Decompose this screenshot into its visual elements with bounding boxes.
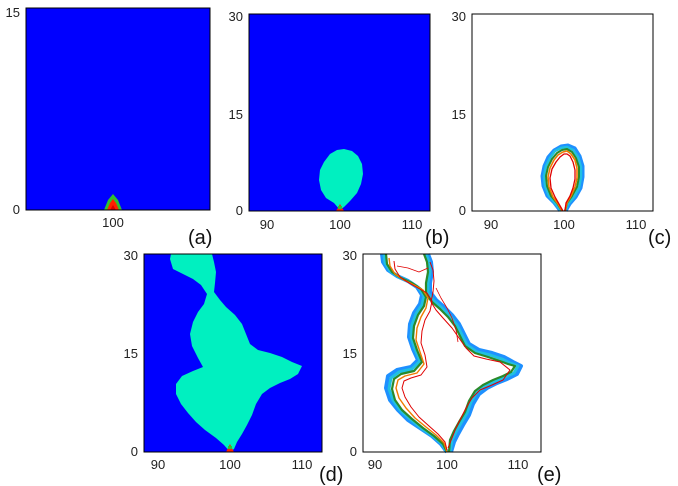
- panel-a-ytick: 0: [13, 202, 20, 217]
- panel-a-field: [26, 8, 210, 210]
- panel-b-frame: [248, 13, 431, 212]
- panel-c-ytick: 15: [452, 107, 466, 122]
- panel-c-ytick: 30: [452, 9, 466, 24]
- panel-d-xtick: 90: [151, 457, 165, 472]
- panel-b-xtick: 90: [260, 217, 274, 232]
- contour-line: [547, 150, 578, 212]
- panel-d-ytick: 15: [124, 346, 138, 361]
- panel-c-contours: [540, 143, 585, 212]
- seed-halo: [228, 446, 232, 449]
- panel-d-xtick: 100: [219, 457, 241, 472]
- panel-d-xtick: 110: [292, 457, 313, 472]
- contour-line: [393, 260, 448, 451]
- panel-b-label: (b): [425, 227, 449, 249]
- panel-c-xtick: 100: [553, 217, 575, 232]
- contour-line: [542, 145, 583, 212]
- panel-a-label: (a): [188, 227, 212, 249]
- panel-e-ytick: 0: [350, 444, 357, 459]
- panel-a-seed: [104, 194, 122, 210]
- panel-e-xtick: 90: [368, 457, 382, 472]
- panel-d-ytick: 30: [124, 248, 138, 263]
- seed-marker-icon: [107, 199, 119, 210]
- panel-e: 0 15 30 90 100 110 (e): [343, 248, 562, 486]
- panel-c-ytick: 0: [459, 203, 466, 218]
- seed-core: [110, 205, 116, 210]
- panel-a-frame: [25, 7, 211, 211]
- panel-e-xtick: 110: [508, 457, 529, 472]
- contour-line: [549, 153, 576, 212]
- panel-b-ytick: 0: [236, 203, 243, 218]
- panel-b-grain: [319, 149, 363, 210]
- panel-e-xtick: 100: [436, 457, 458, 472]
- panel-d-label: (d): [319, 464, 343, 486]
- panel-d-frame: [143, 253, 323, 453]
- panel-a: 0 15 100 (a): [6, 5, 213, 249]
- panel-b-xtick: 110: [402, 217, 423, 232]
- panel-e-field: [363, 254, 541, 452]
- panel-a-ytick: 15: [6, 5, 20, 20]
- panel-e-ytick: 30: [343, 248, 357, 263]
- contour-line: [545, 148, 580, 212]
- panel-d: 0 15 30 90 100 110 (d): [124, 248, 344, 486]
- panel-c-xtick: 90: [484, 217, 498, 232]
- panel-b-seed: [336, 204, 344, 211]
- panel-c: 0 15 30 90 100 110 (c): [452, 9, 672, 249]
- panel-e-ytick: 15: [343, 346, 357, 361]
- panel-b-ytick: 15: [229, 107, 243, 122]
- panel-c-field: [472, 14, 653, 211]
- panel-e-contours: [380, 253, 523, 454]
- panel-b-xtick: 100: [329, 217, 351, 232]
- panel-e-label: (e): [537, 464, 561, 486]
- panel-c-xtick: 110: [626, 217, 647, 232]
- seed-halo: [338, 206, 342, 209]
- contour-line: [396, 265, 429, 273]
- panel-b-ytick: 30: [229, 9, 243, 24]
- panel-c-label: (c): [648, 227, 671, 249]
- panel-a-xtick: 100: [102, 215, 124, 230]
- panel-d-grain: [170, 254, 302, 452]
- contour-line: [388, 257, 448, 453]
- contour-line: [540, 143, 585, 212]
- panel-e-frame: [362, 253, 542, 453]
- panel-c-frame: [471, 13, 654, 212]
- panel-d-ytick: 0: [131, 444, 138, 459]
- panel-b: 0 15 30 90 100 110 (b): [229, 9, 450, 249]
- contour-line: [435, 287, 459, 343]
- panel-d-seed: [226, 444, 234, 452]
- contour-line: [429, 261, 511, 449]
